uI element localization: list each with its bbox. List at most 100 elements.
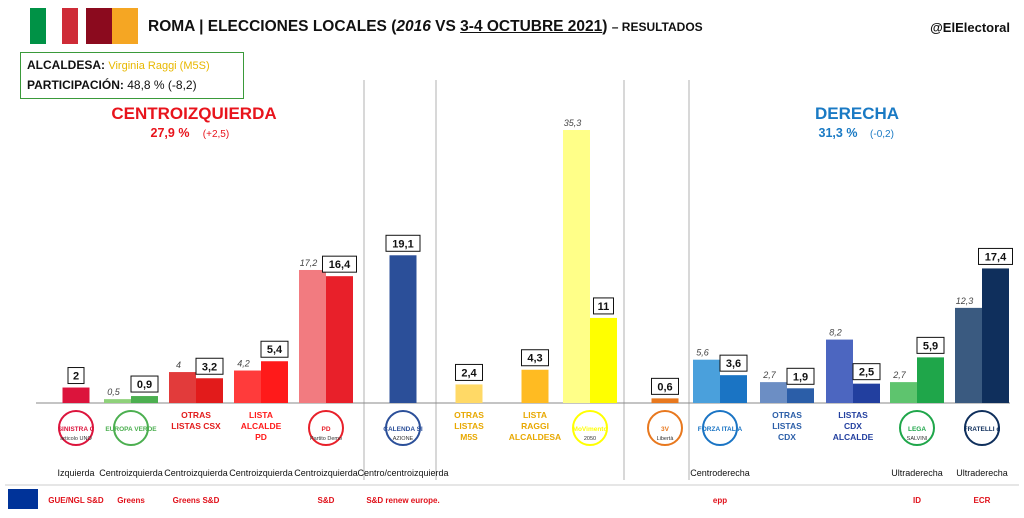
label-2021-8: 11 bbox=[598, 301, 610, 313]
fratelli-ditalia-logo-text: FRATELLI d bbox=[964, 426, 1001, 433]
fratelli-ditalia-logo: FRATELLI d bbox=[964, 410, 1001, 446]
label-box-2021-0 bbox=[67, 367, 85, 385]
pd-logo-ring bbox=[308, 410, 344, 446]
title-date: 3-4 OCTUBRE 2021 bbox=[460, 18, 603, 35]
label-box-2021-5 bbox=[385, 234, 421, 252]
title-year-prev: 2016 bbox=[396, 18, 431, 35]
pd-logo-subtext: Partito Demo bbox=[310, 436, 342, 442]
brand-handle: @ElElectoral bbox=[930, 20, 1010, 35]
bloc-right-name: DERECHA bbox=[815, 104, 899, 123]
party-label-6-line-2: M5S bbox=[460, 432, 478, 442]
label-2021-2: 3,2 bbox=[202, 361, 217, 373]
pd-logo-text: PD bbox=[321, 426, 330, 433]
party-label-12-line-2: ALCALDE bbox=[833, 432, 874, 442]
bar-2016-11 bbox=[760, 382, 787, 403]
bar-2016-14 bbox=[955, 307, 982, 403]
turnout-label: PARTICIPACIÓN: bbox=[27, 78, 124, 92]
party-label-11-line-2: CDX bbox=[778, 432, 796, 442]
label-2021-4: 16,4 bbox=[329, 259, 351, 271]
calenda-sindaco-logo-subtext: AZIONE bbox=[393, 436, 414, 442]
label-2016-2: 4 bbox=[176, 360, 181, 370]
bar-2021-13 bbox=[917, 357, 944, 403]
bar-2021-1 bbox=[131, 396, 158, 403]
italia-forza-italia-logo: FORZA ITALIA bbox=[698, 410, 743, 446]
italia-forza-italia-logo-ring bbox=[702, 410, 738, 446]
rome-flag-gold bbox=[112, 8, 138, 44]
label-box-2021-11 bbox=[786, 367, 815, 385]
sinistra-civica-ecologista-logo: SINISTRA C articolo UNO bbox=[58, 410, 95, 446]
party-label-7-line-0: LISTA bbox=[523, 410, 547, 420]
family-label-5: Centro/centroizquierda bbox=[357, 468, 448, 478]
bar-2021-7 bbox=[521, 369, 549, 403]
bar-2021-6 bbox=[455, 384, 483, 403]
pd-logo: PD Partito Demo bbox=[308, 410, 344, 446]
eu-group-5: S&D renew europe. bbox=[366, 496, 439, 505]
label-2021-9: 0,6 bbox=[657, 381, 672, 393]
party-label-2-line-1: LISTAS CSX bbox=[171, 421, 221, 431]
title-vs: VS bbox=[435, 18, 456, 35]
family-label-1: Centroizquierda bbox=[99, 468, 163, 478]
family-label-6: Centroderecha bbox=[690, 468, 750, 478]
bloc-left-name: CENTROIZQUIERDA bbox=[111, 104, 276, 123]
calenda-sindaco-logo-ring bbox=[385, 410, 421, 446]
sinistra-civica-ecologista-logo-text: SINISTRA C bbox=[58, 426, 95, 433]
lega-salvini-logo-text: LEGA bbox=[908, 426, 926, 433]
label-2016-3: 4,2 bbox=[237, 359, 250, 369]
bloc-left-change: (+2,5) bbox=[203, 129, 229, 140]
bar-2021-10 bbox=[720, 375, 747, 403]
label-2021-5: 19,1 bbox=[392, 238, 413, 250]
party-label-12-line-0: LISTAS bbox=[838, 410, 868, 420]
bar-2021-9 bbox=[651, 398, 679, 403]
party-label-3-line-2: PD bbox=[255, 432, 267, 442]
mayor-label: ALCALDESA: bbox=[27, 58, 105, 72]
3v-logo-ring bbox=[647, 410, 683, 446]
label-2016-12: 8,2 bbox=[829, 328, 842, 338]
title-main: ELECCIONES LOCALES bbox=[207, 18, 387, 35]
bar-2016-3 bbox=[234, 370, 261, 403]
calenda-sindaco-logo: CALENDA SI AZIONE bbox=[383, 410, 423, 446]
label-2016-11: 2,7 bbox=[762, 370, 777, 380]
page-title: ROMA | ELECCIONES LOCALES (2016 VS 3-4 O… bbox=[148, 18, 703, 35]
title-sep: | bbox=[199, 18, 204, 35]
3v-logo-text: 3V bbox=[661, 426, 670, 433]
label-2021-11: 1,9 bbox=[793, 371, 808, 383]
label-2021-10: 3,6 bbox=[726, 358, 741, 370]
label-box-2021-1 bbox=[130, 375, 159, 393]
bar-2016-10 bbox=[693, 359, 720, 403]
movimento-5-stelle-logo: MoVimento 2050 bbox=[572, 410, 608, 446]
movimento-5-stelle-logo-text: MoVimento bbox=[573, 426, 608, 433]
lega-salvini-logo-ring bbox=[899, 410, 935, 446]
party-label-11-line-0: OTRAS bbox=[772, 410, 802, 420]
family-label-0: Izquierda bbox=[57, 468, 94, 478]
bar-2021-4 bbox=[326, 276, 353, 403]
label-box-2021-3 bbox=[260, 340, 289, 358]
europa-verde-logo-ring bbox=[113, 410, 149, 446]
eu-group-1: Greens bbox=[117, 496, 145, 505]
bloc-left-value: 27,9 % bbox=[151, 126, 190, 140]
party-label-7-line-1: RAGGI bbox=[521, 421, 549, 431]
label-box-2021-14 bbox=[978, 247, 1013, 265]
mayor-value: Virginia Raggi (M5S) bbox=[108, 60, 210, 72]
party-label-6-line-0: OTRAS bbox=[454, 410, 484, 420]
label-2021-6: 2,4 bbox=[461, 367, 477, 379]
party-label-6-line-1: LISTAS bbox=[454, 421, 484, 431]
eu-group-14: ECR bbox=[974, 496, 991, 505]
label-2021-1: 0,9 bbox=[137, 379, 152, 391]
italy-flag-white bbox=[46, 8, 62, 44]
label-box-2021-7 bbox=[521, 349, 549, 367]
label-2021-7: 4,3 bbox=[527, 353, 542, 365]
party-label-7-line-2: ALCALDESA bbox=[509, 432, 561, 442]
bar-2016-12 bbox=[826, 339, 853, 403]
family-label-7: Ultraderecha bbox=[891, 468, 943, 478]
fratelli-ditalia-logo-ring bbox=[964, 410, 1000, 446]
label-2016-8: 35,3 bbox=[564, 118, 582, 128]
calenda-sindaco-logo-text: CALENDA SI bbox=[383, 426, 423, 433]
eu-group-10: epp bbox=[713, 496, 727, 505]
title-city: ROMA bbox=[148, 18, 195, 35]
3v-logo-subtext: Libertà bbox=[657, 436, 675, 442]
family-label-4: Centroizquierda bbox=[294, 468, 358, 478]
label-box-2021-12 bbox=[852, 363, 881, 381]
eu-flag-icon bbox=[8, 489, 38, 509]
label-2021-3: 5,4 bbox=[267, 344, 283, 356]
